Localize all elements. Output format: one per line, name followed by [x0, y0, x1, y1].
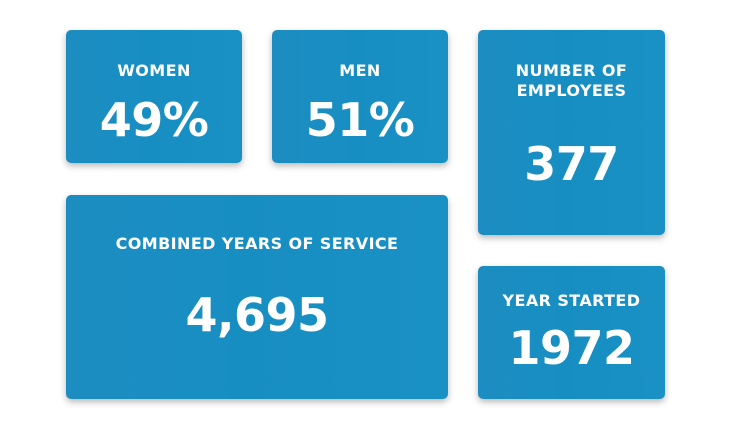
combined-service-value: 4,695 [185, 288, 329, 342]
men-label: MEN [339, 61, 381, 80]
women-label: WOMEN [117, 61, 191, 80]
stat-card-year-started: YEAR STARTED 1972 [478, 266, 665, 399]
women-value: 49% [99, 93, 209, 147]
year-started-value: 1972 [508, 321, 635, 375]
stat-card-women: WOMEN 49% [66, 30, 242, 163]
year-started-label: YEAR STARTED [502, 291, 641, 310]
employees-label: NUMBER OF EMPLOYEES [515, 61, 628, 100]
stat-card-men: MEN 51% [272, 30, 448, 163]
combined-service-label: COMBINED YEARS OF SERVICE [115, 234, 399, 253]
stat-card-employees: NUMBER OF EMPLOYEES 377 [478, 30, 665, 235]
stat-card-combined-service: COMBINED YEARS OF SERVICE 4,695 [66, 195, 448, 399]
employees-value: 377 [524, 137, 619, 191]
men-value: 51% [305, 93, 415, 147]
